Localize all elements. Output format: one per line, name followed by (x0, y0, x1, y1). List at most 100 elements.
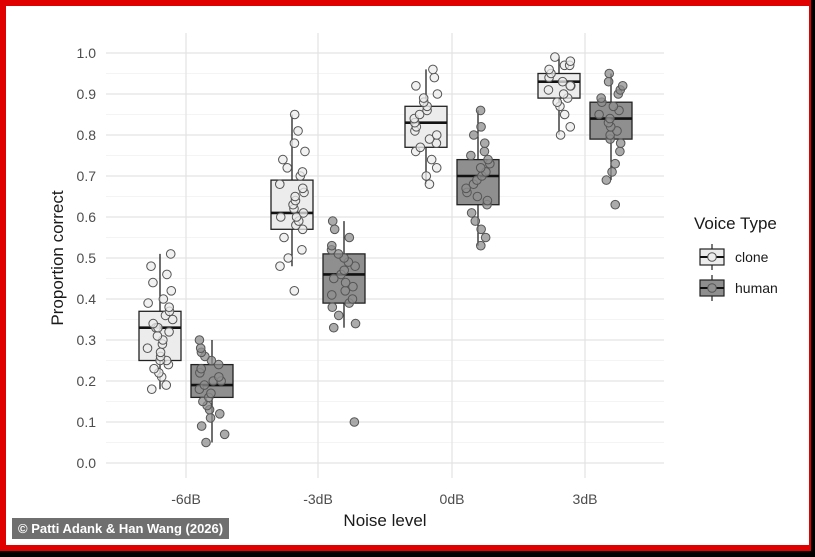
human-point (340, 277, 351, 288)
human-point (214, 372, 224, 382)
clone-point (274, 179, 285, 189)
human-point (610, 158, 620, 169)
clone-point (428, 64, 438, 75)
human-point (617, 81, 628, 91)
clone-point (411, 81, 421, 91)
clone-point (155, 347, 166, 358)
human-point (472, 191, 483, 202)
x-tick-label: 0dB (440, 491, 465, 507)
y-tick-label: 0.5 (77, 250, 97, 266)
clone-point (146, 261, 156, 272)
human-point (466, 208, 477, 218)
clone-point (166, 286, 177, 296)
clone-point (164, 327, 174, 337)
clone-point (565, 122, 576, 132)
human-point (604, 68, 615, 79)
clone-point (431, 163, 442, 173)
human-point (219, 429, 230, 440)
human-point (482, 195, 493, 206)
clone-point (418, 93, 429, 103)
clone-point (297, 183, 308, 194)
human-point (196, 363, 206, 374)
human-point (326, 240, 337, 251)
human-point (199, 380, 210, 390)
human-point (214, 409, 225, 419)
clone-point (300, 146, 310, 157)
human-point (615, 146, 625, 157)
clone-point (558, 89, 569, 99)
clone-point (158, 294, 169, 304)
y-tick-label: 0.6 (77, 209, 97, 225)
box-plot-chart: 0.0 0.1 0.2 0.3 0.4 0.5 0.6 0.7 0.8 0.9 1.0 -6dB -3d… (48, 33, 778, 530)
human-point (475, 105, 486, 116)
clone-point (550, 52, 560, 62)
clone-point (565, 56, 576, 67)
human-point (470, 216, 481, 226)
human-point (339, 265, 349, 276)
human-point (349, 417, 360, 427)
y-tick-label: 0.9 (77, 86, 97, 102)
human-point (479, 146, 490, 157)
x-tick-label: -3dB (303, 491, 333, 507)
clone-point (414, 109, 425, 120)
clone-point (298, 208, 309, 218)
human-point (461, 183, 471, 194)
human-point (347, 294, 358, 304)
clone-point (165, 249, 176, 259)
clone-point (429, 72, 440, 83)
clone-point (421, 171, 432, 181)
clone-point (290, 191, 300, 202)
x-axis-title: Noise level (343, 511, 426, 530)
human-point (194, 335, 205, 345)
clone-point (555, 130, 566, 140)
photo-credit: © Patti Adank & Han Wang (2026) (12, 518, 230, 539)
human-point (333, 249, 344, 259)
human-point (326, 290, 337, 300)
human-point (479, 138, 490, 148)
clone-point (424, 179, 435, 189)
clone-point (148, 277, 158, 288)
human-point (329, 224, 340, 235)
clone-point (143, 298, 153, 308)
y-tick-label: 0.1 (77, 414, 97, 430)
human-point (480, 232, 491, 243)
clone-point (161, 380, 172, 390)
human-point (596, 93, 606, 103)
clone-point (149, 363, 159, 374)
y-tick-label: 0.3 (77, 332, 97, 348)
legend-label-human: human (735, 280, 778, 296)
human-point (466, 150, 476, 161)
clone-point (162, 269, 172, 280)
x-tick-label: -6dB (171, 491, 201, 507)
human-point (603, 76, 614, 87)
human-point (213, 359, 224, 370)
x-tick-label: 3dB (573, 491, 598, 507)
human-point (196, 421, 207, 431)
clone-point (167, 314, 178, 325)
human-point (475, 163, 486, 173)
clone-point (426, 154, 437, 165)
clone-point (142, 343, 153, 354)
human-point (328, 322, 339, 333)
human-point (205, 413, 216, 423)
human-point (327, 302, 338, 313)
clone-point (565, 81, 576, 91)
human-point (608, 101, 619, 112)
human-point (607, 167, 617, 177)
clone-point (278, 154, 288, 165)
clone-point (275, 212, 286, 222)
y-tick-label: 0.7 (77, 168, 97, 184)
human-point (195, 343, 206, 354)
clone-point (431, 130, 442, 140)
clone-point (557, 76, 568, 87)
human-point (206, 388, 216, 399)
clone-point (289, 138, 300, 148)
y-tick-label: 0.8 (77, 127, 97, 143)
legend-label-clone: clone (735, 249, 769, 265)
clone-point (289, 286, 300, 296)
clone-point (293, 126, 303, 136)
clone-point (152, 331, 163, 341)
legend-title: Voice Type (694, 214, 777, 233)
human-point (476, 122, 486, 132)
